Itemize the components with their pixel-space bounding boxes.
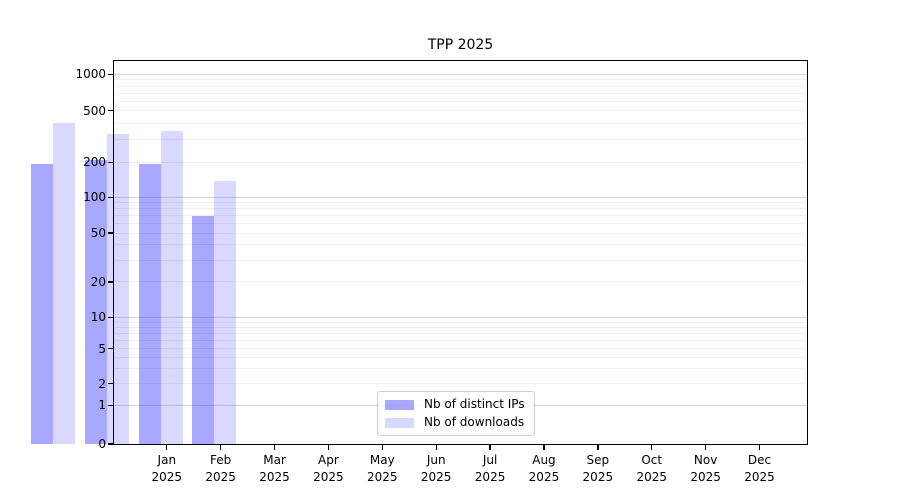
bar-downloads-feb: [106, 134, 129, 444]
legend-swatch-downloads: [385, 417, 414, 428]
y-tick-label: 1000: [75, 67, 106, 82]
bar-distinct-ips-feb: [84, 159, 107, 444]
y-tick-label: 20: [90, 274, 106, 289]
gridline-minor: [114, 356, 807, 358]
gridline-minor: [114, 339, 807, 341]
gridline-minor: [114, 215, 807, 217]
x-tick-label: Apr 2025: [313, 453, 344, 484]
x-tick-mark: [489, 445, 491, 450]
bar-downloads-mar: [160, 130, 183, 444]
y-tick-label: 5: [98, 341, 106, 356]
legend-item: Nb of distinct IPs: [385, 397, 525, 412]
legend: Nb of distinct IPs Nb of downloads: [377, 391, 535, 436]
y-tick-mark: [108, 73, 113, 75]
legend-swatch-distinct-ips: [385, 399, 414, 410]
gridline-minor: [114, 281, 807, 283]
y-tick-mark: [108, 110, 113, 112]
y-tick-mark: [108, 404, 113, 406]
x-tick-mark: [166, 445, 168, 450]
gridline-major: [114, 316, 807, 318]
x-tick-mark: [705, 445, 707, 450]
y-tick-mark: [108, 316, 113, 318]
y-tick-label: 100: [83, 190, 106, 205]
x-tick-mark: [435, 445, 437, 450]
x-tick-label: Feb 2025: [205, 453, 236, 484]
gridline-minor: [114, 79, 807, 81]
gridline-minor: [114, 321, 807, 323]
gridline-minor: [114, 223, 807, 225]
bar-distinct-ips-apr: [192, 216, 215, 444]
x-tick-label: Nov 2025: [690, 453, 721, 484]
gridline-minor: [114, 122, 807, 124]
y-tick-mark: [108, 161, 113, 163]
bar-distinct-ips-jan: [30, 163, 53, 444]
gridline-minor: [114, 332, 807, 334]
gridline-major: [114, 196, 807, 198]
plot-area: [30, 60, 808, 445]
gridline-minor: [114, 202, 807, 204]
y-tick-label: 500: [83, 103, 106, 118]
y-tick-label: 50: [90, 226, 106, 241]
y-tick-label: 0: [98, 437, 106, 451]
x-tick-label: Jan 2025: [151, 453, 183, 484]
x-tick-label: Aug 2025: [528, 453, 560, 484]
x-tick-label: Jul 2025: [474, 453, 506, 484]
bar-downloads-jan: [52, 122, 75, 444]
x-tick-label: Jun 2025: [420, 453, 452, 484]
y-tick-mark: [108, 443, 113, 445]
x-tick-mark: [220, 445, 222, 450]
gridline-minor: [114, 367, 807, 369]
gridline-minor: [114, 208, 807, 210]
x-tick-mark: [273, 445, 276, 450]
x-tick-mark: [381, 445, 384, 450]
y-tick-label: 200: [83, 155, 106, 170]
gridline-minor: [114, 100, 807, 102]
y-tick-label: 10: [90, 310, 106, 325]
gridline-minor: [114, 139, 807, 140]
x-tick-mark: [597, 445, 599, 450]
x-tick-mark: [758, 445, 761, 450]
y-tick-mark: [108, 232, 113, 234]
legend-label: Nb of downloads: [424, 415, 525, 429]
bar-distinct-ips-mar: [138, 163, 161, 444]
y-tick-label: 1: [98, 398, 106, 413]
gridline-minor: [114, 348, 807, 350]
x-tick-label: Mar 2025: [259, 453, 290, 484]
chart-title: TPP 2025: [427, 37, 494, 53]
gridline-minor: [114, 383, 807, 385]
legend-label: Nb of distinct IPs: [424, 397, 525, 411]
gridline-minor: [114, 92, 807, 94]
x-tick-mark: [327, 445, 330, 450]
gridline-minor: [114, 110, 807, 112]
gridline-minor: [114, 259, 807, 261]
bar-downloads-apr: [214, 180, 237, 444]
y-tick-mark: [108, 347, 113, 350]
y-tick-mark: [108, 383, 113, 385]
x-tick-mark: [543, 445, 545, 450]
x-tick-mark: [651, 445, 653, 450]
y-tick-label: 2: [98, 376, 106, 391]
x-tick-label: Dec 2025: [744, 453, 775, 484]
y-tick-mark: [108, 281, 113, 283]
gridline-minor: [114, 232, 807, 234]
gridline-minor: [114, 326, 807, 328]
x-tick-label: Oct 2025: [636, 453, 667, 484]
legend-item: Nb of downloads: [385, 415, 525, 430]
gridline-minor: [114, 161, 807, 163]
x-tick-label: Sep 2025: [582, 453, 614, 484]
gridline-major: [114, 73, 807, 75]
y-tick-mark: [108, 196, 113, 198]
gridline-minor: [114, 244, 807, 246]
x-tick-label: May 2025: [367, 453, 398, 484]
gridline-minor: [114, 85, 807, 87]
